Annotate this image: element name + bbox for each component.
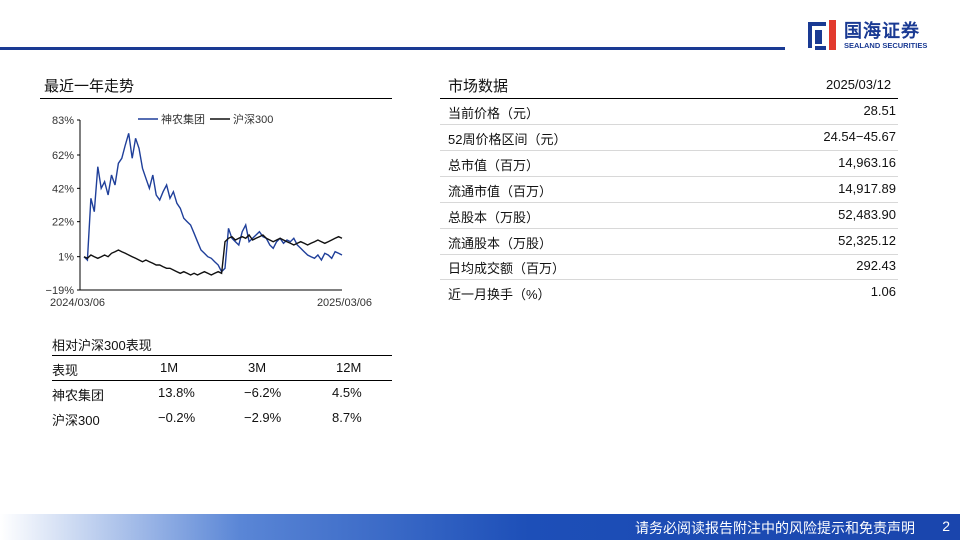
- footer-disclaimer: 请务必阅读报告附注中的风险提示和免责声明: [635, 520, 915, 536]
- y-tick-label: 83%: [52, 115, 74, 127]
- list-item: 52周价格区间（元） 24.54−45.67: [448, 129, 896, 151]
- market-value: 28.51: [863, 103, 896, 118]
- market-title-rule: [440, 98, 898, 99]
- market-label: 日均成交额（百万）: [448, 261, 566, 276]
- perf-row-name: 沪深300: [52, 413, 100, 428]
- market-date: 2025/03/12: [826, 77, 892, 92]
- performance-header-rule: [52, 380, 392, 381]
- page-number: 2: [942, 518, 950, 534]
- brand-name: 国海证券: [844, 21, 920, 41]
- trend-title-rule: [40, 98, 392, 99]
- series-line-1: [83, 233, 343, 276]
- row-divider: [440, 176, 898, 177]
- row-divider: [440, 124, 898, 125]
- y-tick-label: 62%: [52, 150, 74, 162]
- row-divider: [440, 279, 898, 280]
- list-item: 近一月换手（%） 1.06: [448, 284, 896, 306]
- market-value: 14,963.16: [838, 155, 896, 170]
- performance-header-row: 表现 1M 3M 12M: [52, 360, 392, 382]
- legend-label: 神农集团: [161, 112, 205, 126]
- perf-row-1m: 13.8%: [158, 385, 195, 400]
- table-row: 沪深300 −0.2% −2.9% 8.7%: [52, 410, 392, 432]
- perf-row-3m: −2.9%: [244, 410, 282, 425]
- list-item: 总股本（万股） 52,483.90: [448, 207, 896, 229]
- y-tick-label: 1%: [58, 252, 74, 264]
- row-divider: [440, 228, 898, 229]
- list-item: 流通市值（百万） 14,917.89: [448, 181, 896, 203]
- row-divider: [440, 202, 898, 203]
- y-tick-label: −19%: [46, 285, 75, 297]
- list-item: 当前价格（元） 28.51: [448, 103, 896, 125]
- market-label: 总股本（万股）: [448, 210, 540, 225]
- row-divider: [440, 150, 898, 151]
- perf-row-12m: 4.5%: [332, 385, 362, 400]
- market-label: 流通市值（百万）: [448, 184, 553, 199]
- sealand-logo-icon: [808, 20, 836, 50]
- market-value: 1.06: [870, 284, 896, 299]
- y-tick-label: 42%: [52, 183, 74, 195]
- perf-row-name: 神农集团: [52, 388, 105, 403]
- performance-title: 相对沪深300表现: [52, 338, 152, 353]
- perf-header-12m: 12M: [336, 360, 362, 375]
- market-title: 市场数据: [448, 78, 509, 95]
- row-divider: [440, 254, 898, 255]
- market-value: 52,483.90: [838, 207, 896, 222]
- list-item: 流通股本（万股） 52,325.12: [448, 233, 896, 255]
- legend-label: 沪深300: [233, 112, 273, 126]
- x-tick-label: 2024/03/06: [50, 297, 105, 309]
- market-label: 近一月换手（%）: [448, 287, 551, 302]
- brand-name-en: SEALAND SECURITIES: [844, 41, 928, 50]
- market-label: 52周价格区间（元）: [448, 132, 567, 147]
- market-value: 292.43: [856, 258, 896, 273]
- price-trend-chart: 83% 62% 42% 22% 1% −19%2024/03/06 2025/03/06 神农…: [46, 112, 372, 309]
- series-line-0: [83, 133, 343, 273]
- perf-header-3m: 3M: [248, 360, 267, 375]
- performance-title-rule: [52, 355, 392, 356]
- table-row: 神农集团 13.8% −6.2% 4.5%: [52, 385, 392, 407]
- market-label: 流通股本（万股）: [448, 236, 553, 251]
- perf-row-3m: −6.2%: [244, 385, 282, 400]
- trend-title: 最近一年走势: [44, 78, 135, 95]
- market-value: 24.54−45.67: [823, 129, 896, 144]
- list-item: 总市值（百万） 14,963.16: [448, 155, 896, 177]
- perf-row-12m: 8.7%: [332, 410, 362, 425]
- perf-row-1m: −0.2%: [158, 410, 196, 425]
- brand-logo: 国海证券 SEALAND SECURITIES: [806, 18, 946, 54]
- header-rule: [0, 47, 785, 50]
- perf-header-label: 表现: [52, 363, 79, 378]
- x-tick-label: 2025/03/06: [317, 297, 372, 309]
- market-label: 当前价格（元）: [448, 106, 540, 121]
- market-label: 总市值（百万）: [448, 158, 540, 173]
- market-value: 52,325.12: [838, 233, 896, 248]
- footer-bar: 请务必阅读报告附注中的风险提示和免责声明 2: [0, 514, 960, 540]
- perf-header-1m: 1M: [160, 360, 179, 375]
- list-item: 日均成交额（百万） 292.43: [448, 258, 896, 280]
- y-tick-label: 22%: [52, 217, 74, 229]
- market-value: 14,917.89: [838, 181, 896, 196]
